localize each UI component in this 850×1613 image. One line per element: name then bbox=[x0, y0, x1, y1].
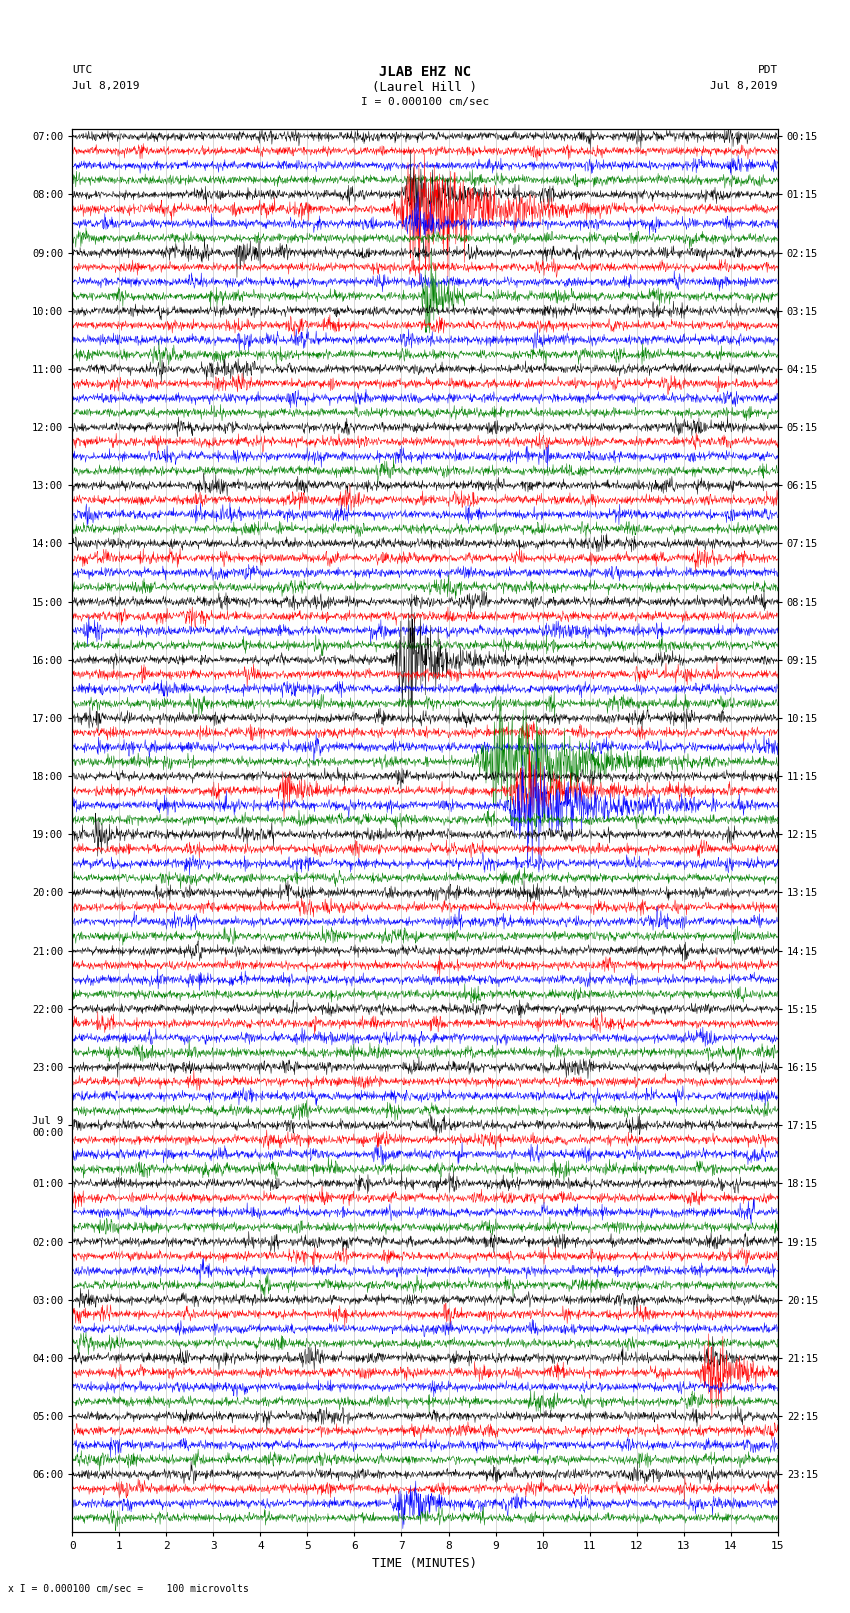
Text: I = 0.000100 cm/sec: I = 0.000100 cm/sec bbox=[361, 97, 489, 106]
Text: x I = 0.000100 cm/sec =    100 microvolts: x I = 0.000100 cm/sec = 100 microvolts bbox=[8, 1584, 249, 1594]
Text: JLAB EHZ NC: JLAB EHZ NC bbox=[379, 65, 471, 79]
Text: UTC: UTC bbox=[72, 65, 93, 74]
Text: PDT: PDT bbox=[757, 65, 778, 74]
Text: Jul 8,2019: Jul 8,2019 bbox=[72, 81, 139, 90]
X-axis label: TIME (MINUTES): TIME (MINUTES) bbox=[372, 1557, 478, 1569]
Text: Jul 8,2019: Jul 8,2019 bbox=[711, 81, 778, 90]
Text: (Laurel Hill ): (Laurel Hill ) bbox=[372, 81, 478, 94]
